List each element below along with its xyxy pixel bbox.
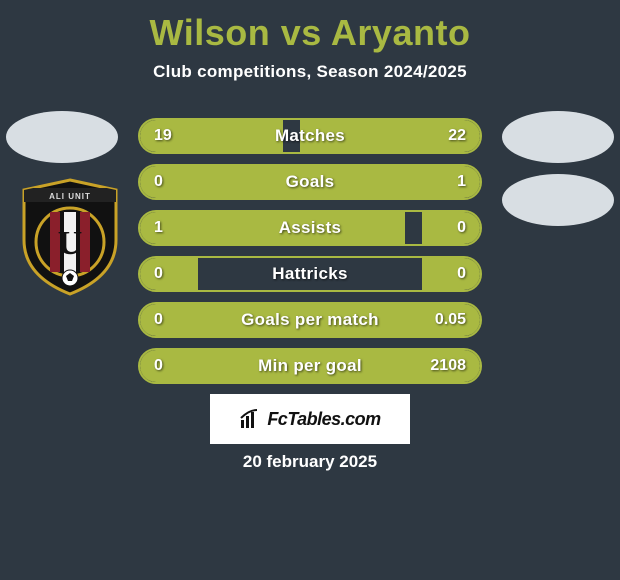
club-shield-icon: ALI UNIT U — [16, 178, 124, 296]
stat-value-right: 22 — [448, 120, 466, 152]
player-right-club-avatar — [502, 174, 614, 226]
stat-value-right: 2108 — [430, 350, 466, 382]
stat-row-hattricks: 0 Hattricks 0 — [138, 256, 482, 292]
bars-icon — [239, 408, 261, 430]
stat-row-goals: 0 Goals 1 — [138, 164, 482, 200]
stat-row-matches: 19 Matches 22 — [138, 118, 482, 154]
date-text: 20 february 2025 — [0, 452, 620, 472]
stat-label: Matches — [140, 120, 480, 152]
svg-text:ALI UNIT: ALI UNIT — [49, 192, 91, 201]
player-right-avatar — [502, 111, 614, 163]
stat-label: Goals per match — [140, 304, 480, 336]
subtitle: Club competitions, Season 2024/2025 — [0, 62, 620, 82]
page-title: Wilson vs Aryanto — [0, 0, 620, 54]
svg-text:U: U — [58, 225, 83, 262]
brand-text: FcTables.com — [267, 409, 380, 430]
stat-value-right: 0 — [457, 258, 466, 290]
stat-value-right: 1 — [457, 166, 466, 198]
stat-row-assists: 1 Assists 0 — [138, 210, 482, 246]
stat-row-min-per-goal: 0 Min per goal 2108 — [138, 348, 482, 384]
stat-label: Hattricks — [140, 258, 480, 290]
stat-value-right: 0.05 — [435, 304, 466, 336]
player-left-avatar — [6, 111, 118, 163]
stat-label: Assists — [140, 212, 480, 244]
stat-label: Min per goal — [140, 350, 480, 382]
stat-label: Goals — [140, 166, 480, 198]
stat-value-right: 0 — [457, 212, 466, 244]
brand-badge: FcTables.com — [210, 394, 410, 444]
stat-row-goals-per-match: 0 Goals per match 0.05 — [138, 302, 482, 338]
stats-container: 19 Matches 22 0 Goals 1 1 Assists 0 0 Ha… — [138, 118, 482, 394]
